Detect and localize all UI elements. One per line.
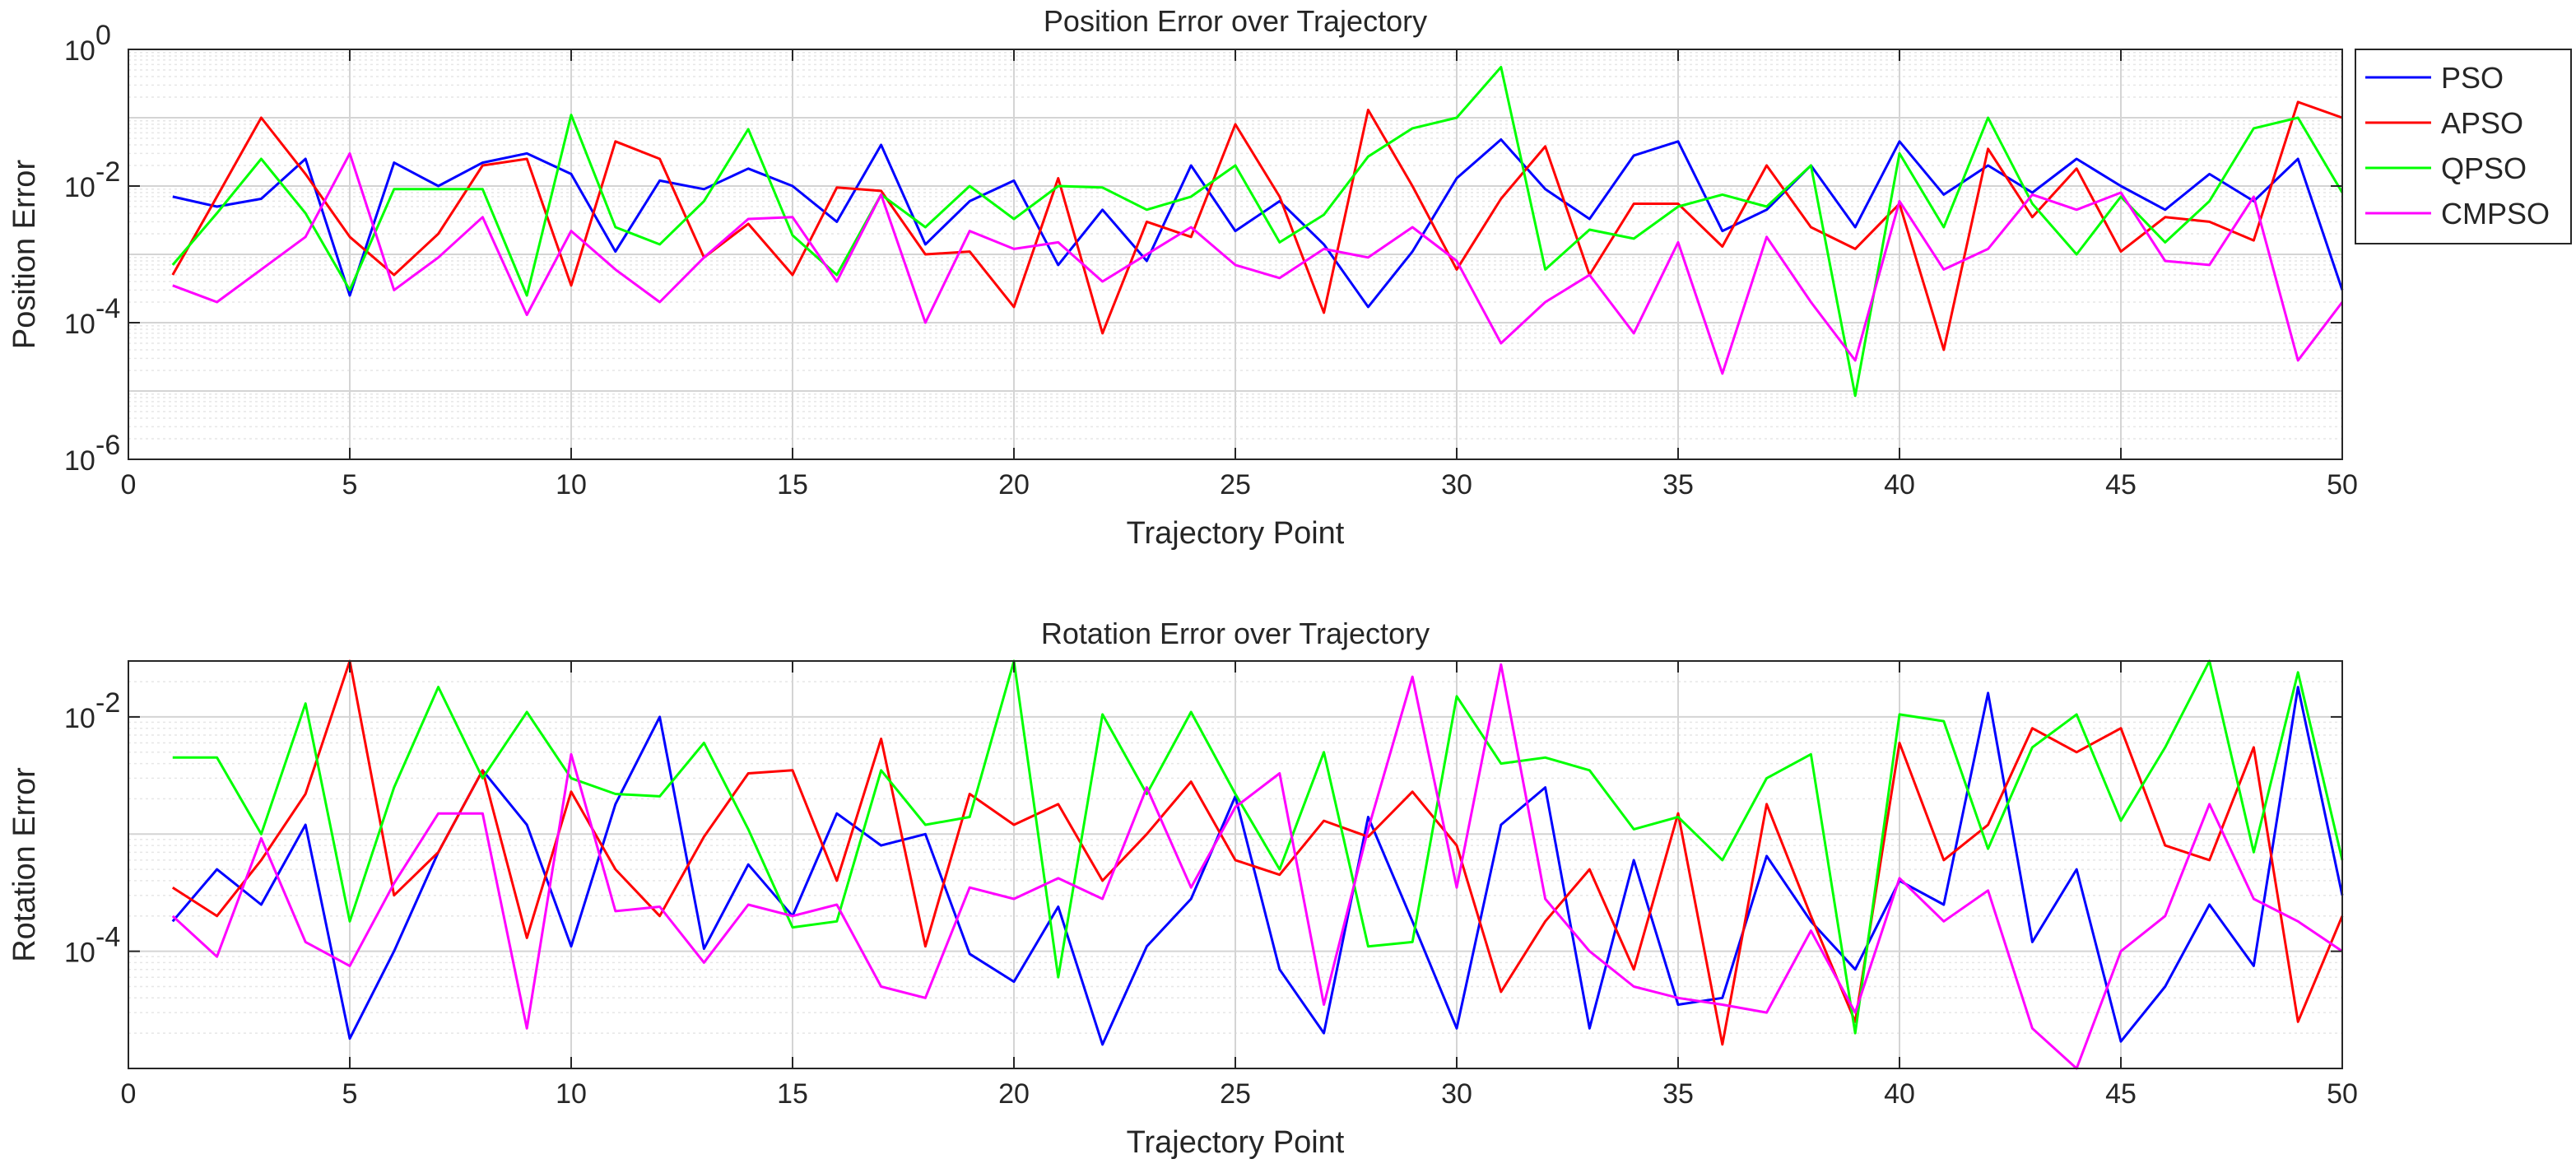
y-tick-label-exponent: -4 (95, 293, 120, 324)
y-tick-label-exponent: -2 (95, 156, 120, 188)
x-tick-label: 50 (2327, 1078, 2358, 1110)
y-tick-label-exponent: -4 (95, 922, 120, 953)
x-tick-label: 15 (777, 469, 808, 500)
y-tick-label-base: 10 (64, 309, 95, 340)
x-tick-label: 35 (1662, 1078, 1694, 1110)
series-line-pso (171, 686, 2344, 1046)
y-tick-label-base: 10 (64, 445, 95, 477)
series-line-cmpso (172, 151, 2344, 375)
x-tick-label: 25 (1220, 1078, 1251, 1110)
x-tick-label: 40 (1884, 469, 1915, 500)
y-tick-label: 10 -2 (64, 156, 120, 203)
x-tick-label: 5 (342, 469, 358, 500)
y-axis-label: Position Error (7, 160, 42, 350)
x-tick-label: 0 (121, 1078, 137, 1110)
y-axis: 10-410-2 (64, 687, 2342, 969)
x-tick-label: 25 (1220, 469, 1251, 500)
legend-box (2355, 49, 2572, 244)
series-lines (171, 659, 2344, 1070)
y-tick-label-base: 10 (64, 35, 95, 67)
x-tick-label: 20 (998, 1078, 1030, 1110)
x-axis: 0 5 10 15 20 25 30 35 40 45 50 (121, 661, 2358, 1110)
x-tick-label: 45 (2105, 1078, 2137, 1110)
y-tick-label: 10 -6 (64, 430, 120, 477)
legend-label: QPSO (2441, 151, 2527, 185)
x-tick-label: 0 (121, 469, 137, 500)
x-axis-label: Trajectory Point (1127, 516, 1345, 551)
x-tick-label: 30 (1441, 469, 1472, 500)
x-axis-label: Trajectory Point (1127, 1125, 1345, 1160)
x-tick-label: 10 (556, 469, 587, 500)
x-tick-label: 40 (1884, 1078, 1915, 1110)
x-tick-label: 15 (777, 1078, 808, 1110)
series-line-qpso (171, 66, 2344, 398)
legend-label: APSO (2441, 106, 2523, 140)
y-tick-label-base: 10 (64, 172, 95, 203)
x-axis: 0 5 10 15 20 25 30 35 40 45 50 (121, 49, 2358, 500)
chart-title: Position Error over Trajectory (1044, 4, 1427, 38)
legend-label: PSO (2441, 61, 2504, 95)
y-axis-label: Rotation Error (7, 767, 42, 962)
legend: PSO APSO QPSO CMPSO (2355, 49, 2572, 244)
y-tick-label-base: 10 (64, 938, 95, 969)
series-line-pso (172, 138, 2344, 309)
legend-item-apso: APSO (2365, 106, 2523, 140)
x-tick-label: 50 (2327, 469, 2358, 500)
legend-item-cmpso: CMPSO (2365, 197, 2550, 230)
x-tick-label: 45 (2105, 469, 2137, 500)
y-tick-label: 10 -2 (64, 687, 120, 734)
x-tick-label: 10 (556, 1078, 587, 1110)
series-line-qpso (172, 659, 2344, 1035)
y-tick-label-exponent: -2 (95, 687, 120, 719)
series-line-cmpso (171, 663, 2343, 1070)
legend-label: CMPSO (2441, 197, 2550, 230)
x-tick-label: 20 (998, 469, 1030, 500)
y-tick-label: 10 0 (64, 20, 111, 67)
series-lines (171, 66, 2344, 398)
chart-title: Rotation Error over Trajectory (1041, 617, 1430, 650)
legend-item-qpso: QPSO (2365, 151, 2527, 185)
y-tick-label-exponent: -6 (95, 430, 120, 461)
y-tick-label-exponent: 0 (95, 20, 111, 51)
x-tick-label: 5 (342, 1078, 358, 1110)
x-tick-label: 30 (1441, 1078, 1472, 1110)
y-tick-label: 10 -4 (64, 922, 120, 969)
x-tick-label: 35 (1662, 469, 1694, 500)
series-line-apso (171, 100, 2343, 351)
y-tick-label-base: 10 (64, 703, 95, 734)
legend-item-pso: PSO (2365, 61, 2504, 95)
y-tick-label: 10 -4 (64, 293, 120, 340)
